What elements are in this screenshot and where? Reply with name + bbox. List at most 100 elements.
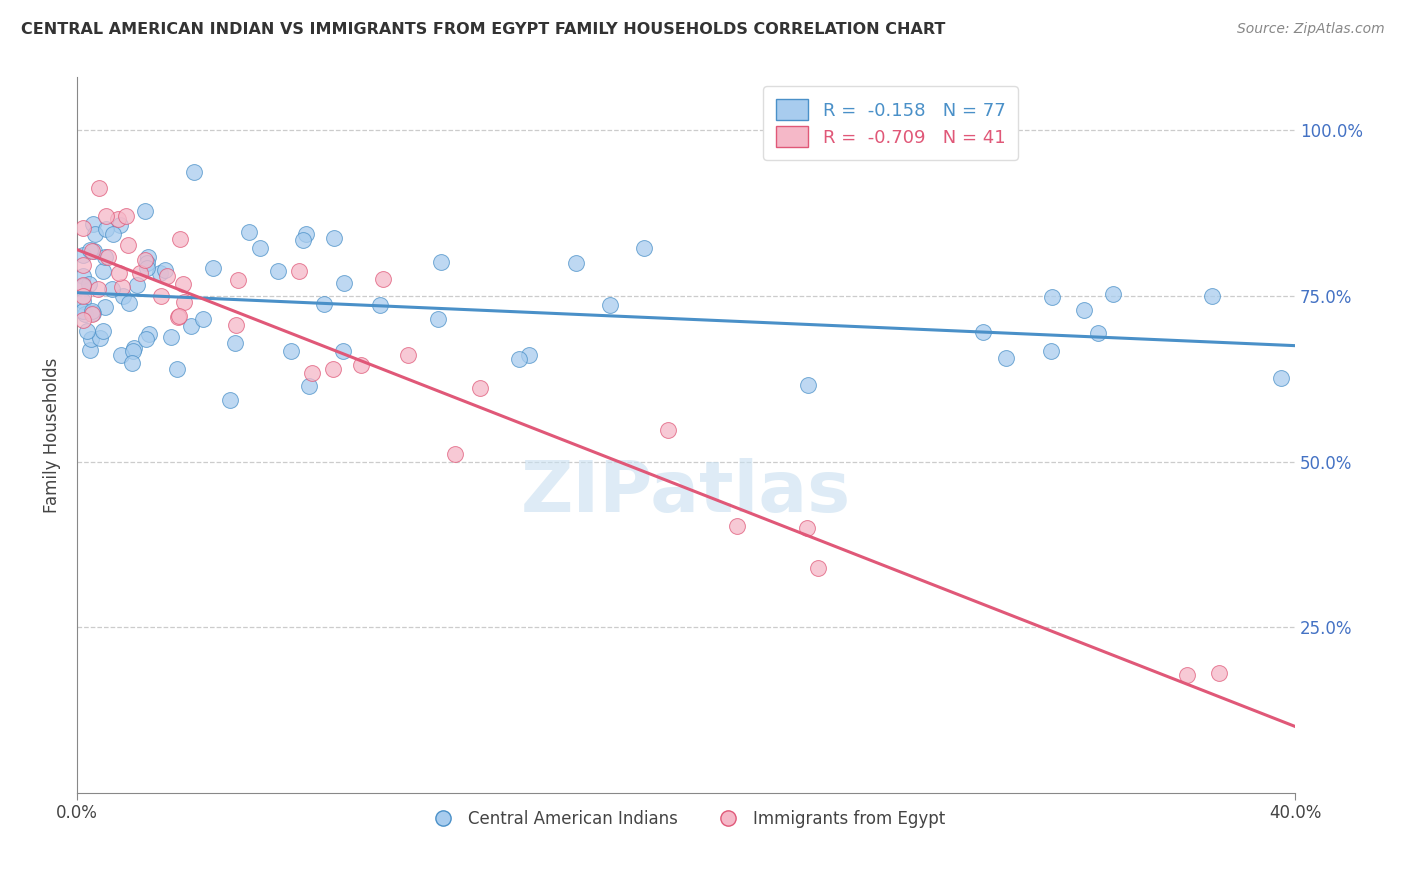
Point xyxy=(322,231,344,245)
Point xyxy=(298,379,321,393)
Point xyxy=(295,227,318,241)
Point xyxy=(94,222,117,236)
Point xyxy=(115,209,138,223)
Point xyxy=(136,261,159,276)
Point xyxy=(796,520,818,534)
Point xyxy=(1270,371,1292,385)
Point xyxy=(517,348,540,362)
Text: ZIPatlas: ZIPatlas xyxy=(522,458,851,527)
Point xyxy=(396,348,419,362)
Text: CENTRAL AMERICAN INDIAN VS IMMIGRANTS FROM EGYPT FAMILY HOUSEHOLDS CORRELATION C: CENTRAL AMERICAN INDIAN VS IMMIGRANTS FR… xyxy=(21,22,945,37)
Point xyxy=(1040,290,1063,304)
Point xyxy=(657,424,679,438)
Point xyxy=(76,325,98,339)
Point xyxy=(169,310,191,324)
Y-axis label: Family Households: Family Households xyxy=(44,358,60,513)
Point xyxy=(1208,666,1230,681)
Point xyxy=(219,392,242,407)
Point xyxy=(238,226,260,240)
Point xyxy=(89,331,111,345)
Point xyxy=(1040,344,1063,359)
Point xyxy=(108,219,131,233)
Point xyxy=(93,251,115,265)
Point xyxy=(135,333,157,347)
Point xyxy=(224,335,246,350)
Point xyxy=(72,294,94,309)
Point xyxy=(333,276,356,290)
Point xyxy=(1073,302,1095,317)
Point xyxy=(180,319,202,334)
Point xyxy=(266,263,288,277)
Point xyxy=(101,227,124,241)
Point xyxy=(796,378,818,392)
Point xyxy=(82,304,104,318)
Point xyxy=(159,329,181,343)
Point xyxy=(427,311,450,326)
Point xyxy=(111,279,134,293)
Point xyxy=(82,217,104,231)
Point xyxy=(107,211,129,226)
Point xyxy=(129,266,152,280)
Point xyxy=(301,366,323,380)
Point xyxy=(118,296,141,310)
Point xyxy=(972,325,994,339)
Point xyxy=(226,273,249,287)
Point xyxy=(127,277,149,292)
Point xyxy=(725,519,748,533)
Point xyxy=(138,327,160,342)
Point xyxy=(72,289,94,303)
Point xyxy=(1175,667,1198,681)
Point xyxy=(155,268,177,283)
Point xyxy=(1101,287,1123,301)
Point xyxy=(72,258,94,272)
Point xyxy=(312,297,335,311)
Point xyxy=(444,447,467,461)
Point xyxy=(79,343,101,358)
Point xyxy=(371,271,394,285)
Point xyxy=(249,242,271,256)
Point xyxy=(97,250,120,264)
Point xyxy=(153,263,176,277)
Point xyxy=(107,266,129,280)
Point xyxy=(134,203,156,218)
Point xyxy=(1201,289,1223,303)
Point xyxy=(430,254,453,268)
Point xyxy=(508,352,530,367)
Point xyxy=(87,282,110,296)
Point xyxy=(280,344,302,359)
Point xyxy=(292,233,315,247)
Point xyxy=(136,251,159,265)
Point xyxy=(117,237,139,252)
Point xyxy=(599,297,621,311)
Point xyxy=(149,266,172,280)
Point xyxy=(134,253,156,268)
Point xyxy=(322,362,344,376)
Point xyxy=(110,348,132,362)
Point xyxy=(72,248,94,262)
Point xyxy=(72,278,94,293)
Point xyxy=(72,304,94,318)
Point xyxy=(80,307,103,321)
Point xyxy=(84,227,107,242)
Point xyxy=(135,256,157,270)
Point xyxy=(83,244,105,259)
Point xyxy=(468,381,491,395)
Point xyxy=(350,358,373,372)
Point xyxy=(121,356,143,370)
Point xyxy=(82,244,104,258)
Point xyxy=(166,310,188,324)
Point xyxy=(122,342,145,356)
Point xyxy=(80,332,103,346)
Point xyxy=(82,305,104,319)
Point xyxy=(93,300,115,314)
Point xyxy=(633,240,655,254)
Text: Source: ZipAtlas.com: Source: ZipAtlas.com xyxy=(1237,22,1385,37)
Point xyxy=(169,232,191,246)
Point xyxy=(288,264,311,278)
Point xyxy=(72,278,94,293)
Point xyxy=(122,344,145,359)
Point xyxy=(72,220,94,235)
Point xyxy=(77,277,100,292)
Point xyxy=(94,210,117,224)
Point xyxy=(173,294,195,309)
